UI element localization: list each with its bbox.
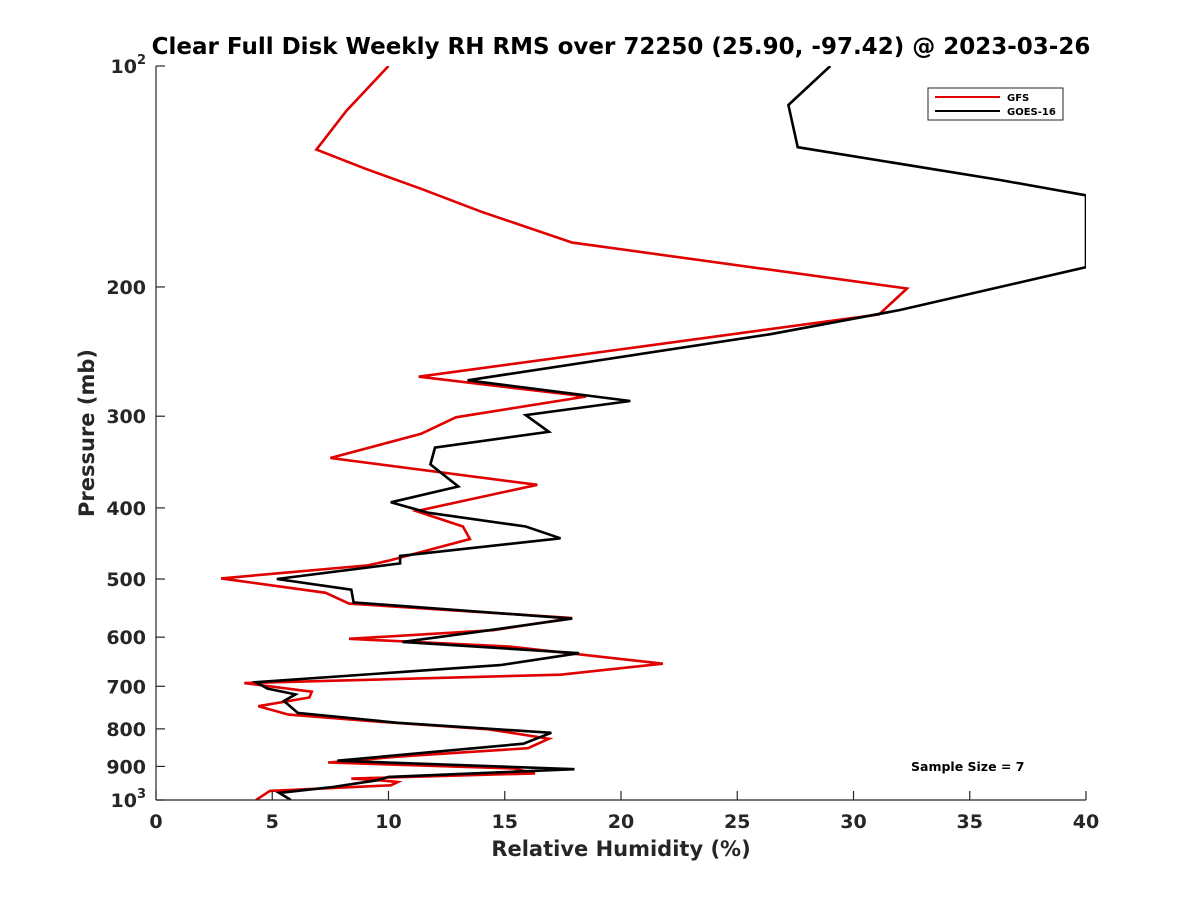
x-tick-label: 40 [1073,811,1099,833]
x-tick-label: 35 [957,811,983,833]
y-axis-label: Pressure (mb) [75,349,99,517]
x-tick-label: 10 [375,811,401,833]
y-tick-label: 500 [106,569,146,591]
legend: GFS GOES-16 [927,87,1064,121]
x-tick-label: 20 [608,811,634,833]
legend-box [927,87,1064,121]
plot-area [220,66,1086,800]
y-tick-label: 700 [106,676,146,698]
x-tick-label: 5 [266,811,279,833]
series-line-goes-16 [251,66,1086,800]
chart-title: Clear Full Disk Weekly RH RMS over 72250… [152,34,1091,60]
y-tick-label: 103 [111,787,147,812]
y-tick-label: 300 [106,406,146,428]
x-tick-label: 0 [149,811,162,833]
x-axis-label: Relative Humidity (%) [491,837,750,861]
x-axis-ticks: 0 5 10 15 20 25 30 35 40 [149,791,1099,833]
y-tick-label: 800 [106,719,146,741]
x-tick-label: 15 [492,811,518,833]
sample-size-annotation: Sample Size = 7 [911,759,1024,774]
y-tick-label: 400 [106,498,146,520]
y-tick-label: 900 [106,756,146,778]
legend-gfs-label: GFS [1007,93,1029,104]
x-tick-label: 25 [724,811,750,833]
y-tick-label: 200 [106,277,146,299]
x-tick-label: 30 [840,811,866,833]
legend-goes16-label: GOES-16 [1007,107,1056,118]
y-tick-label: 600 [106,627,146,649]
y-tick-label: 102 [111,53,147,78]
y-axis-ticks: 102 200 300 400 500 600 700 800 900 103 [106,53,165,812]
